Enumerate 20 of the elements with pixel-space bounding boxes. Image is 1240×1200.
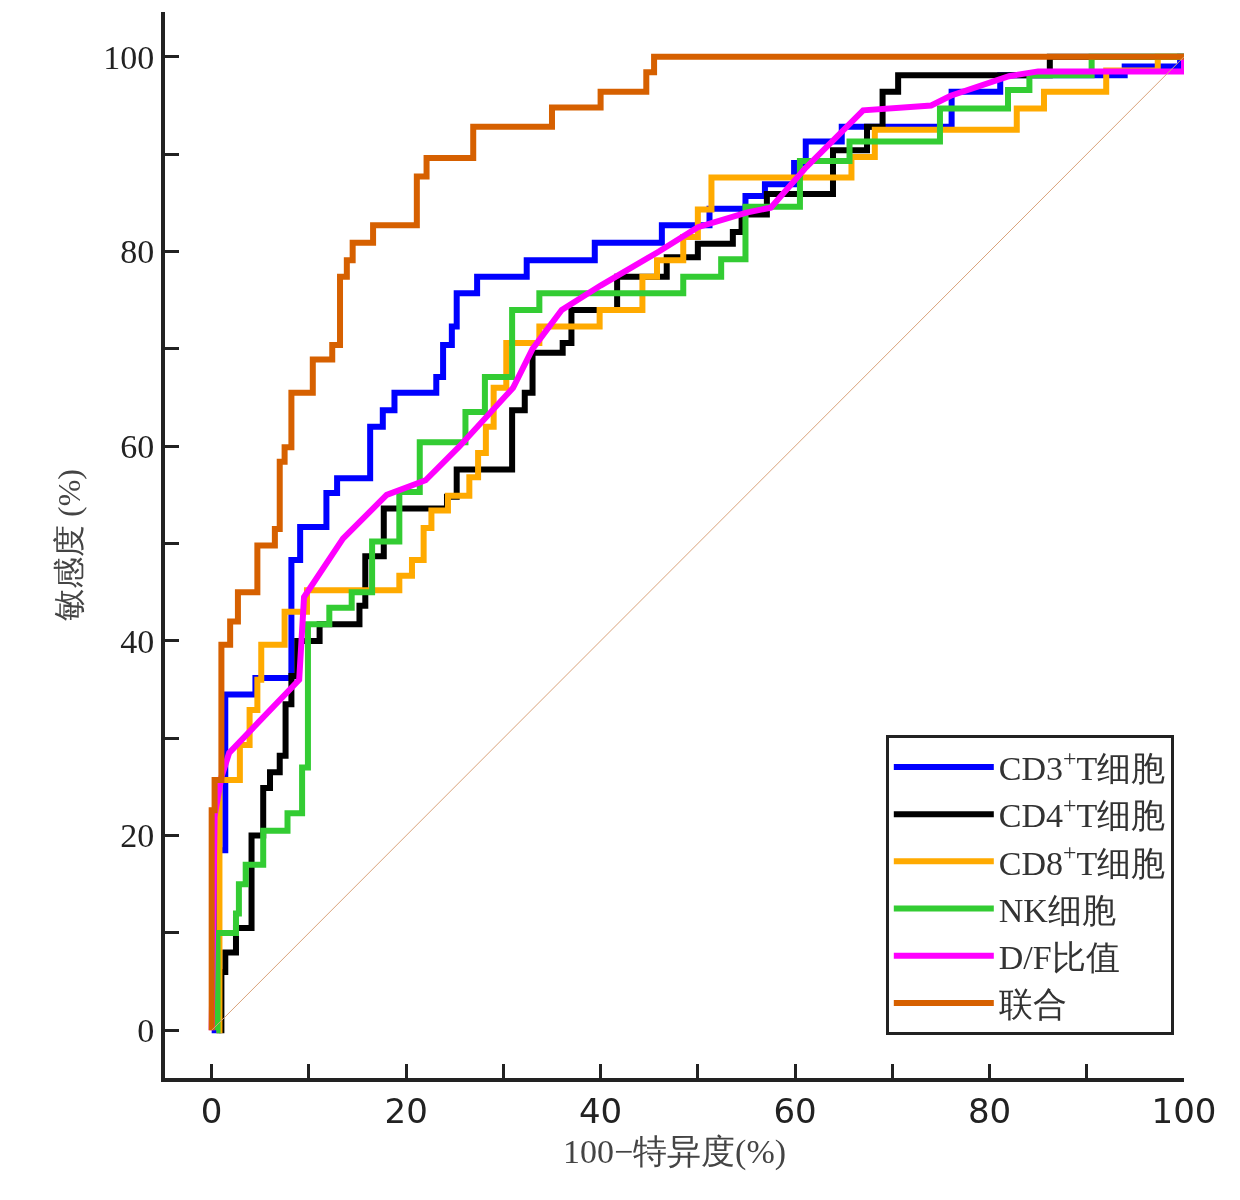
y-tick-label: 0: [137, 1012, 155, 1050]
legend-label: CD8$^{+}$T细胞: [998, 839, 1166, 882]
y-tick-label: 20: [120, 817, 155, 855]
legend-label: NK细胞: [998, 891, 1116, 929]
x-tick-label: 80: [967, 1090, 1012, 1131]
x-tick-label: 60: [773, 1090, 817, 1131]
x-tick-label: 20: [384, 1090, 428, 1131]
y-tick-label: 60: [120, 428, 155, 466]
y-tick-label: 80: [120, 233, 155, 271]
legend-label: CD3$^{+}$T细胞: [998, 744, 1166, 788]
y-tick-label: 100: [103, 38, 155, 76]
legend-label: 联合: [998, 986, 1067, 1024]
x-tick-label: 40: [578, 1090, 623, 1131]
y-tick-label: 40: [120, 622, 155, 660]
x-tick-label: 100: [1151, 1090, 1217, 1131]
legend-label: CD4$^{+}$T细胞: [998, 792, 1166, 835]
legend-label: D/F比值: [998, 939, 1120, 977]
y-axis-title: 敏感度 (%): [51, 469, 87, 621]
x-tick-label: 0: [200, 1090, 223, 1131]
x-axis-title: 100−特异度(%): [562, 1132, 787, 1171]
